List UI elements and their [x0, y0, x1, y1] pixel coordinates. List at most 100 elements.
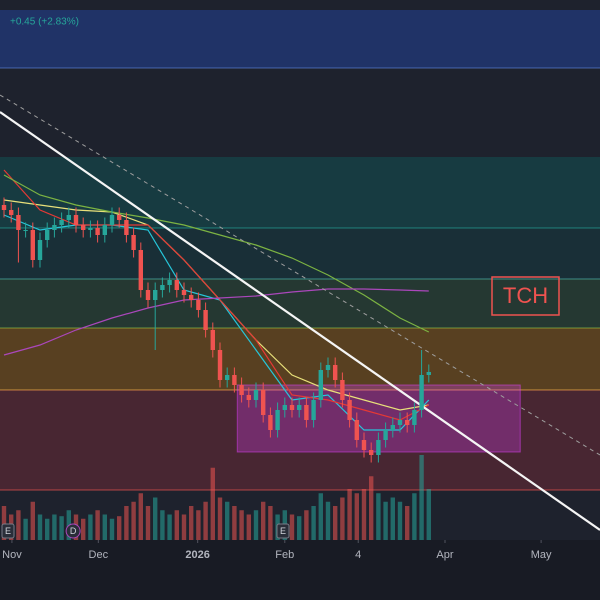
- candle-body: [289, 405, 295, 410]
- volume-bar: [368, 476, 374, 540]
- candle-body: [88, 228, 93, 230]
- event-label: E: [280, 526, 286, 536]
- candle-body: [210, 330, 215, 350]
- volume-bar: [88, 514, 93, 540]
- volume-bar: [138, 493, 143, 540]
- volume-bar: [181, 514, 187, 540]
- volume-bar: [397, 501, 403, 540]
- candle-body: [419, 375, 424, 410]
- volume-bar: [361, 489, 367, 540]
- candle-body: [45, 230, 50, 240]
- volume-bar: [160, 510, 165, 540]
- candle-body: [23, 230, 28, 231]
- volume-bar: [188, 506, 194, 540]
- candle-body: [296, 405, 302, 410]
- candle-body: [73, 215, 79, 225]
- event-label: E: [5, 526, 11, 536]
- candle-body: [131, 235, 136, 250]
- volume-bar: [383, 501, 388, 540]
- volume-bar: [325, 501, 331, 540]
- candle-body: [9, 210, 14, 215]
- zone: [0, 228, 600, 279]
- candle-body: [260, 390, 266, 415]
- volume-bar: [354, 493, 359, 540]
- volume-bar: [52, 514, 57, 540]
- volume-bar: [23, 518, 28, 540]
- candle-body: [167, 280, 172, 285]
- volume-bar: [224, 501, 230, 540]
- volume-bar: [311, 506, 316, 540]
- moving-average: [3, 288, 429, 356]
- moving-average: [3, 174, 430, 333]
- time-axis: [0, 540, 600, 600]
- zone: [0, 157, 600, 228]
- volume-bar: [289, 514, 295, 540]
- header-change: +0.45 (+2.83%): [10, 17, 79, 28]
- candle-body: [196, 300, 201, 310]
- candle-body: [188, 295, 194, 300]
- x-tick-label: May: [531, 549, 552, 561]
- volume-bar: [152, 497, 158, 540]
- candle-body: [390, 425, 395, 430]
- volume-bar: [109, 518, 115, 540]
- candle-body: [246, 395, 251, 400]
- event-marker: [276, 523, 290, 539]
- x-tick-label: Nov: [2, 549, 22, 561]
- candle-body: [160, 285, 165, 290]
- candle-body: [66, 215, 72, 220]
- candle-body: [253, 390, 259, 400]
- candle-body: [224, 375, 230, 380]
- candle-body: [426, 372, 431, 375]
- volume-bar: [412, 493, 417, 540]
- candle-body: [376, 440, 381, 455]
- volume-bar: [45, 518, 50, 540]
- volume-bar: [246, 514, 251, 540]
- volume-bar: [232, 506, 237, 540]
- candle-body: [347, 400, 352, 420]
- candle-body: [109, 215, 115, 225]
- volume-bar: [196, 510, 201, 540]
- candle-body: [404, 420, 410, 425]
- volume-bar: [145, 506, 151, 540]
- candle-body: [232, 375, 237, 385]
- zone: [0, 328, 600, 390]
- candle-body: [81, 225, 86, 230]
- candle-body: [325, 365, 331, 370]
- volume-bar: [404, 506, 410, 540]
- candle-body: [203, 310, 208, 330]
- candle-body: [340, 380, 345, 400]
- volume-bar: [131, 501, 136, 540]
- candle-body: [304, 405, 309, 420]
- candle-body: [95, 228, 100, 235]
- candle-body: [311, 400, 316, 420]
- volume-bar: [296, 516, 302, 540]
- candle-body: [397, 420, 403, 425]
- volume-bar: [253, 510, 259, 540]
- candle-body: [275, 410, 280, 430]
- volume-bar: [268, 506, 273, 540]
- volume-bar: [102, 514, 107, 540]
- volume-bar: [16, 510, 21, 540]
- candle-body: [368, 450, 374, 455]
- candle-body: [318, 370, 323, 400]
- candle-body: [354, 420, 359, 440]
- volume-bar: [332, 506, 338, 540]
- candle-body: [412, 410, 417, 425]
- candle-body: [181, 290, 187, 295]
- volume-bar: [260, 501, 266, 540]
- volume-bar: [210, 467, 215, 540]
- candle-body: [282, 405, 287, 410]
- candle-body: [102, 225, 107, 235]
- x-tick-label: 2026: [185, 549, 209, 561]
- candle-body: [268, 415, 273, 430]
- volume-bar: [124, 506, 129, 540]
- volume-bar: [174, 510, 179, 540]
- volume-bar: [340, 497, 345, 540]
- candle-body: [152, 290, 158, 300]
- x-tick-label: Apr: [436, 549, 453, 561]
- volume-bar: [318, 493, 323, 540]
- candle-body: [138, 250, 143, 290]
- volume-bar: [217, 497, 223, 540]
